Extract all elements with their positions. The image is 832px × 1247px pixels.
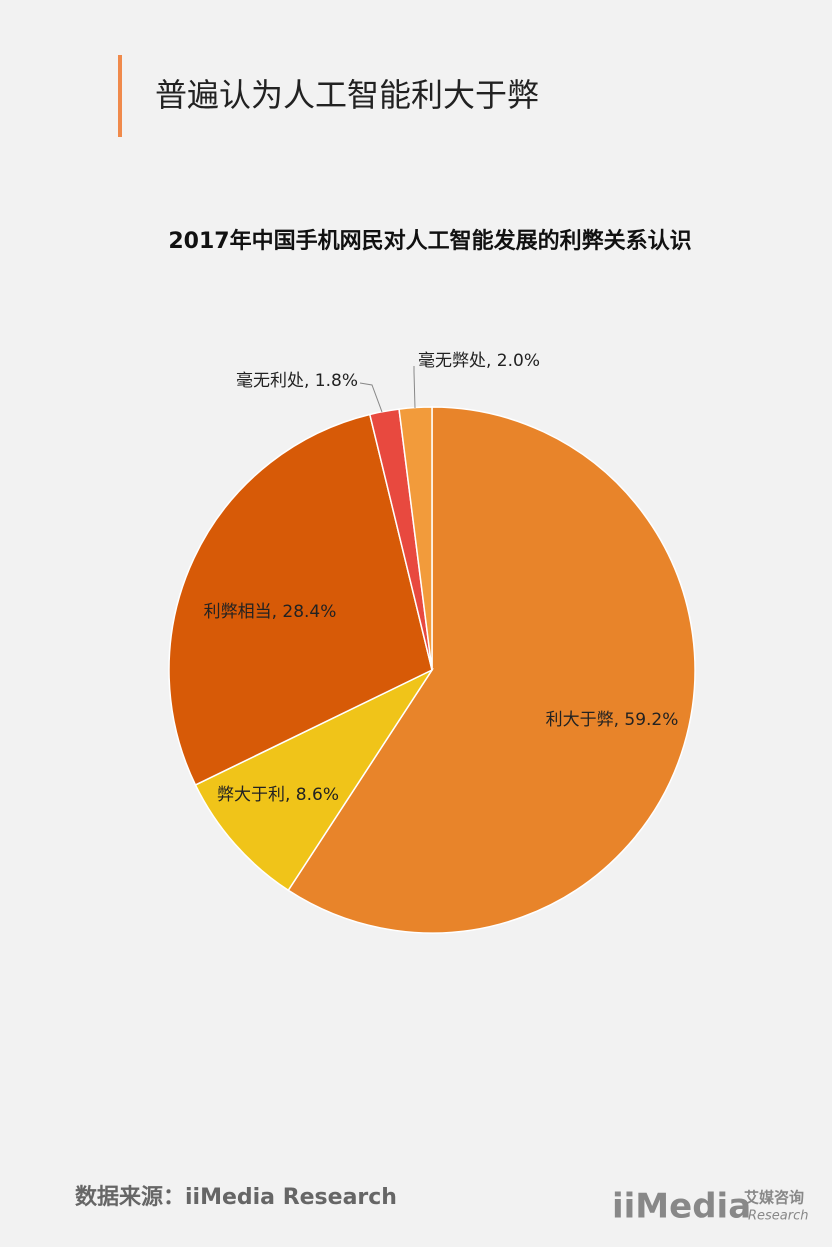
- chart-title: 2017年中国手机网民对人工智能发展的利弊关系认识: [168, 228, 691, 254]
- page-title: 普遍认为人工智能利大于弊: [155, 76, 539, 114]
- logo-cn: 艾媒咨询: [744, 1189, 804, 1207]
- pie-slice: [194, 668, 435, 892]
- pie-slice: [168, 413, 433, 786]
- data-label: 弊大于利, 8.6%: [217, 785, 339, 805]
- logo: iiMedia: [612, 1187, 751, 1227]
- logo-en: Research: [748, 1209, 809, 1224]
- leader-line: [359, 382, 383, 413]
- pie: 利大于弊, 59.2% 弊大于利, 8.6% 利弊相当, 28.4% 毫无利处, 1.…: [168, 351, 696, 934]
- title-bar: [118, 55, 122, 137]
- data-label: 利弊相当, 28.4%: [204, 602, 337, 622]
- leader-line: [413, 366, 416, 409]
- pie-slice: [287, 406, 696, 934]
- data-label: 毫无弊处, 2.0%: [418, 351, 540, 371]
- source: 数据来源：iiMedia Research: [75, 1184, 397, 1210]
- data-label: 毫无利处, 1.8%: [236, 371, 358, 391]
- data-label: 利大于弊, 59.2%: [546, 710, 679, 730]
